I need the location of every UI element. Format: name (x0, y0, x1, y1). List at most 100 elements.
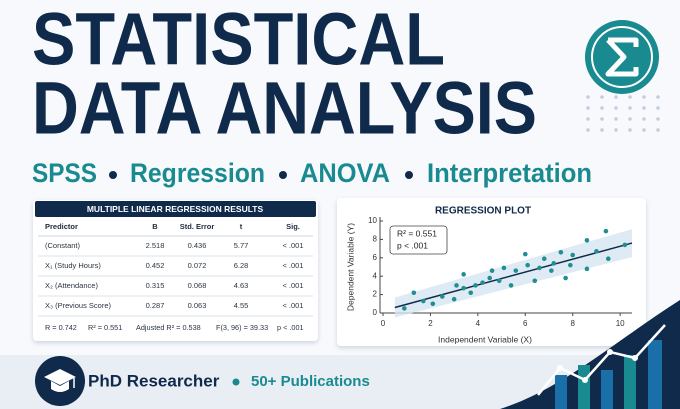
point (570, 252, 576, 258)
dot-grid (586, 95, 660, 132)
point (487, 275, 493, 281)
table-cell: 5.77 (234, 241, 249, 250)
dot (614, 128, 618, 132)
point (451, 296, 457, 302)
annotation: R² = 0.551 (397, 228, 437, 238)
table-cell: (Constant) (45, 241, 81, 250)
table-cell: < .001 (282, 301, 303, 310)
point (461, 272, 466, 277)
dot (586, 95, 590, 99)
dot (656, 106, 660, 110)
dot (586, 117, 590, 121)
dot (628, 95, 632, 99)
table-cell: < .001 (282, 281, 303, 290)
point (513, 268, 519, 273)
table-cell: 0.315 (146, 281, 165, 290)
separator (279, 171, 287, 179)
publications: 50+ Publications (251, 373, 370, 390)
column-header: t (240, 222, 243, 231)
table-cell: X₂ (Attendance) (45, 281, 98, 290)
plot-title: REGRESSION PLOT (435, 206, 531, 217)
subtitle-item: ANOVA (300, 158, 390, 188)
y-tick-label: 8 (373, 235, 378, 244)
annotation-box (389, 225, 448, 255)
dot (628, 117, 632, 121)
point (421, 298, 426, 304)
subtitle-item: Interpretation (427, 158, 592, 188)
x-tick-label: 8 (570, 319, 575, 328)
dot (656, 117, 660, 121)
column-header: Std. Error (180, 222, 215, 231)
table-cell: 0.063 (188, 301, 207, 310)
dot (600, 128, 604, 132)
point (605, 256, 611, 262)
point (480, 280, 485, 285)
point (551, 261, 557, 266)
table-title: MULTIPLE LINEAR REGRESSION RESULTS (87, 204, 264, 214)
cap-icon (51, 381, 69, 392)
point (430, 301, 436, 307)
point (532, 278, 538, 284)
table-cell: < .001 (282, 241, 303, 250)
table-cell: 0.287 (146, 301, 165, 310)
separator (232, 378, 240, 386)
dot (586, 106, 590, 110)
dot (656, 128, 660, 132)
x-axis-label: Independent Variable (X) (438, 334, 532, 344)
dot (614, 117, 618, 121)
table: Predictor B Std. Error t Sig. (Constant) 2.518… (38, 222, 313, 332)
dot (642, 117, 646, 121)
annotation: p < .001 (397, 240, 428, 250)
regression-plot: REGRESSION PLOT 0 2 4 6 8 10 0 2 4 6 8 10 Independent… (345, 206, 633, 344)
table-cell: 0.072 (188, 261, 207, 270)
point (568, 262, 573, 268)
dot (642, 95, 646, 99)
table-cell: 0.452 (146, 261, 165, 270)
point (439, 294, 445, 299)
badge-ring (591, 26, 653, 88)
point (489, 268, 495, 273)
point (402, 306, 407, 311)
dot (600, 95, 604, 99)
x-tick-label: 10 (616, 319, 625, 328)
sigma-icon (605, 37, 639, 77)
table-footer: p < .001 (277, 323, 304, 332)
point (508, 283, 514, 288)
column-header: B (152, 222, 158, 231)
table-cell: X₃ (Previous Score) (45, 301, 111, 310)
table-header-bar (35, 201, 316, 217)
title: STATISTICAL (32, 0, 445, 81)
table-footer: R = 0.742 (45, 323, 77, 332)
dot (614, 106, 618, 110)
dot (586, 128, 590, 132)
point (461, 285, 466, 291)
point (558, 249, 564, 255)
subtitle-item: Regression (130, 158, 265, 188)
separator (109, 171, 117, 179)
point (473, 283, 478, 288)
x-tick-label: 0 (381, 319, 386, 328)
point (603, 228, 609, 234)
table-cell: X₁ (Study Hours) (45, 261, 101, 270)
x-tick-label: 6 (523, 319, 528, 328)
y-tick-label: 6 (373, 253, 378, 262)
y-tick-label: 4 (373, 271, 378, 280)
dot (614, 95, 618, 99)
point (537, 265, 542, 271)
y-tick-label: 2 (373, 290, 378, 299)
table-cell: 6.28 (234, 261, 249, 270)
point (496, 278, 502, 284)
table-footer: R² = 0.551 (88, 323, 122, 332)
point (525, 262, 530, 268)
column-header: Sig. (286, 222, 300, 231)
dot (600, 117, 604, 121)
y-tick-label: 10 (368, 216, 377, 225)
dot (642, 106, 646, 110)
point (563, 275, 568, 281)
point (522, 251, 528, 257)
role: PhD Researcher (88, 371, 220, 390)
separator (405, 171, 413, 179)
point (454, 283, 459, 288)
title: DATA ANALYSIS (32, 67, 537, 150)
table-cell: 2.518 (146, 241, 165, 250)
